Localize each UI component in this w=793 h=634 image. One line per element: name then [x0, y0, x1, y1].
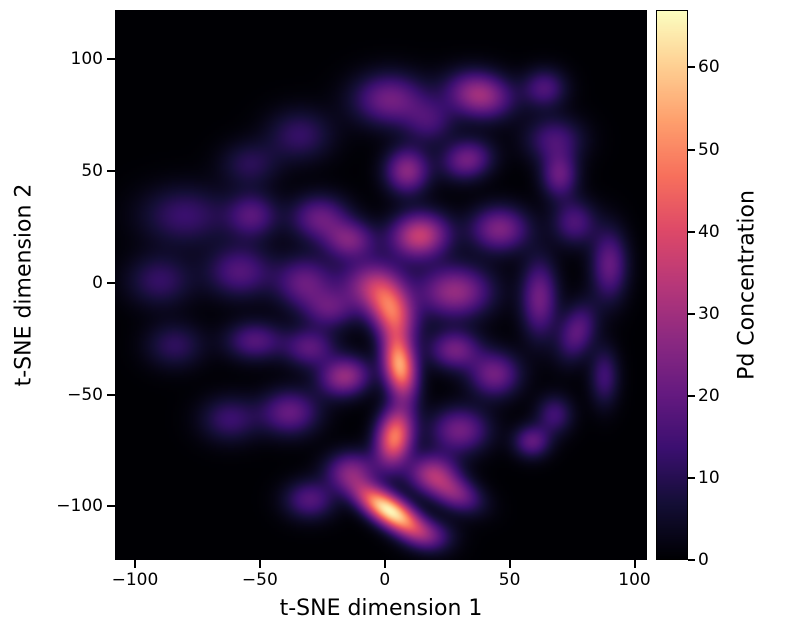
y-tick-mark	[107, 281, 115, 284]
colorbar-gradient	[657, 11, 687, 559]
y-tick-mark	[107, 169, 115, 172]
x-axis-label: t-SNE dimension 1	[279, 596, 483, 621]
colorbar-tick-label: 50	[698, 139, 720, 160]
colorbar-tick-label: 20	[698, 385, 720, 406]
x-tick-label: −50	[241, 570, 278, 590]
y-tick-mark	[107, 505, 115, 508]
x-tick-label: −100	[111, 570, 159, 590]
colorbar-tick-mark	[688, 148, 695, 151]
colorbar-tick-label: 40	[698, 221, 720, 242]
colorbar-tick-mark	[688, 230, 695, 233]
x-tick-mark	[508, 560, 511, 568]
x-tick-label: 50	[498, 570, 521, 590]
colorbar-tick-mark	[688, 476, 695, 479]
x-tick-label: 100	[618, 570, 651, 590]
colorbar-tick-mark	[688, 559, 695, 561]
y-tick-mark	[107, 393, 115, 396]
heatmap-plot-area	[115, 10, 647, 560]
colorbar-tick-mark	[688, 312, 695, 315]
x-tick-mark	[133, 560, 136, 568]
colorbar-tick-label: 0	[698, 550, 709, 570]
colorbar-tick-mark	[688, 66, 695, 69]
y-axis-label: t-SNE dimension 2	[11, 183, 37, 387]
y-tick-label: −100	[56, 496, 103, 517]
x-tick-mark	[633, 560, 636, 568]
x-tick-label: 0	[379, 570, 391, 590]
colorbar-tick-label: 30	[698, 303, 720, 324]
colorbar	[656, 10, 688, 560]
colorbar-tick-mark	[688, 394, 695, 397]
colorbar-tick-label: 10	[698, 467, 720, 488]
x-tick-mark	[383, 560, 386, 568]
colorbar-tick-label: 60	[698, 57, 720, 78]
y-tick-label: 50	[81, 160, 103, 181]
y-tick-label: 100	[70, 49, 103, 70]
y-tick-label: 0	[92, 272, 103, 293]
colorbar-label: Pd Concentration	[734, 190, 760, 380]
y-tick-mark	[107, 58, 115, 61]
x-tick-mark	[258, 560, 261, 568]
y-tick-label: −50	[67, 384, 103, 405]
